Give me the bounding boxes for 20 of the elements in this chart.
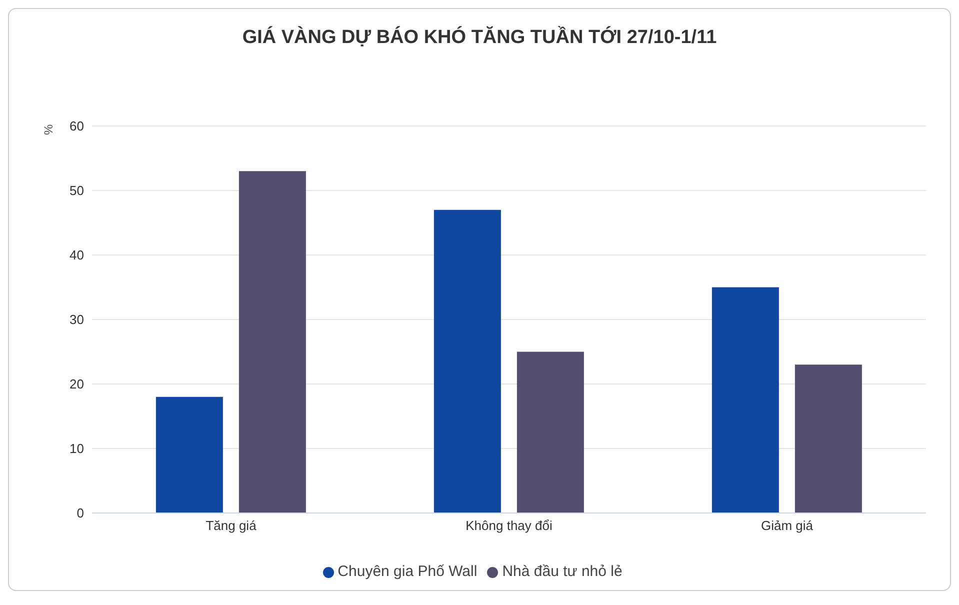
y-tick-label: 50 — [70, 183, 84, 198]
y-axis-title: % — [42, 124, 56, 135]
bar — [794, 364, 862, 513]
bar — [238, 171, 306, 513]
y-tick-label: 30 — [70, 312, 84, 328]
bar — [712, 287, 779, 513]
y-tick-label: 20 — [70, 376, 84, 392]
bar — [516, 352, 584, 513]
bar — [434, 210, 501, 513]
bar — [156, 396, 223, 513]
y-tick-label: 0 — [76, 506, 84, 521]
x-tick-label: Tăng giá — [206, 518, 258, 534]
y-tick-label: 40 — [70, 248, 84, 263]
y-tick-label: 60 — [70, 118, 84, 134]
x-tick-label: Giảm giá — [760, 518, 814, 534]
y-tick-label: 10 — [70, 441, 84, 456]
legend-label: Chuyên gia Phố Wall — [338, 563, 478, 580]
chart-title: GIÁ VÀNG DỰ BÁO KHÓ TĂNG TUẦN TỚI 27/10-1/11 — [241, 27, 718, 49]
legend-label: Nhà đầu tư nhỏ lẻ — [502, 563, 622, 580]
x-tick-label: Không thay đổi — [466, 518, 552, 534]
